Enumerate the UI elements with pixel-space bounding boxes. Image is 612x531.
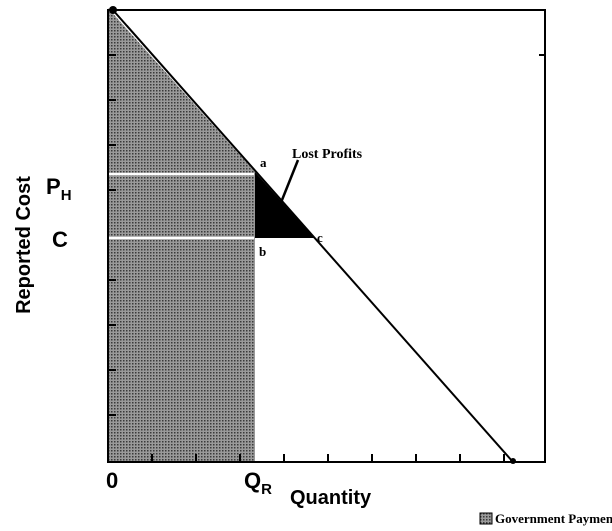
origin-label: 0 bbox=[106, 468, 118, 493]
plot-frame bbox=[107, 9, 546, 463]
ticks bbox=[108, 54, 545, 462]
x-axis-label: Quantity bbox=[290, 487, 372, 509]
quantity-label: QR bbox=[244, 468, 272, 498]
price-letter: P bbox=[46, 174, 61, 199]
y-axis-label: Reported Cost bbox=[13, 176, 35, 314]
price-label: PH bbox=[46, 174, 72, 204]
demand-line bbox=[111, 8, 514, 463]
arrow bbox=[278, 159, 300, 206]
legend-swatch bbox=[479, 512, 493, 525]
point-label: a bbox=[260, 155, 267, 170]
price-subscript: H bbox=[61, 187, 72, 204]
endpoint bbox=[109, 6, 117, 14]
q-subscript: R bbox=[261, 481, 272, 498]
q-letter: Q bbox=[244, 468, 261, 493]
cost-label: C bbox=[52, 227, 68, 252]
point-label: c bbox=[317, 230, 323, 245]
lost-profits-label: Lost Profits bbox=[292, 147, 363, 162]
government-payment-area bbox=[108, 8, 255, 462]
endpoint bbox=[510, 458, 516, 464]
point-label: b bbox=[259, 244, 266, 259]
legend-label: Government Payment bbox=[495, 511, 612, 526]
